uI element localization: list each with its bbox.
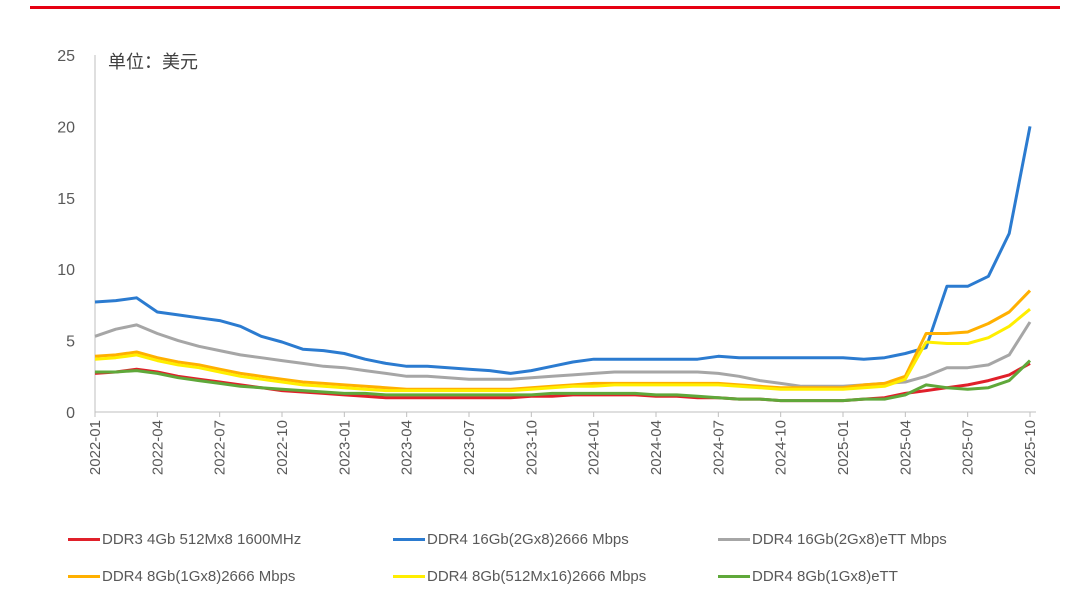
y-tick-label: 5	[66, 334, 75, 351]
x-tick-label: 2024-01	[586, 420, 603, 475]
legend-item: DDR4 16Gb(2Gx8)2666 Mbps	[393, 531, 629, 548]
x-tick-label: 2023-04	[399, 420, 416, 475]
header-accent-bar	[30, 6, 1060, 9]
y-tick-label: 0	[66, 405, 75, 422]
x-tick-label: 2023-07	[461, 420, 478, 475]
x-tick-label: 2025-04	[897, 420, 914, 475]
legend-label: DDR4 16Gb(2Gx8)2666 Mbps	[427, 531, 629, 548]
unit-label: 单位：美元	[108, 52, 198, 72]
legend-item: DDR4 8Gb(1Gx8)eTT	[718, 568, 898, 585]
legend-label: DDR4 16Gb(2Gx8)eTT Mbps	[752, 531, 947, 548]
legend-item: DDR3 4Gb 512Mx8 1600MHz	[68, 531, 301, 548]
legend-swatch	[718, 538, 750, 541]
legend-item: DDR4 16Gb(2Gx8)eTT Mbps	[718, 531, 947, 548]
y-tick-label: 10	[57, 262, 75, 279]
y-tick-label: 25	[57, 48, 75, 65]
y-tick-label: 20	[57, 119, 75, 136]
legend-swatch	[718, 575, 750, 578]
legend-swatch	[393, 538, 425, 541]
x-tick-label: 2024-10	[773, 420, 790, 475]
series-line-5	[95, 359, 1032, 403]
x-tick-label: 2022-07	[212, 420, 229, 475]
x-tick-label: 2022-01	[87, 420, 104, 475]
legend-label: DDR4 8Gb(512Mx16)2666 Mbps	[427, 568, 647, 585]
legend-label: DDR4 8Gb(1Gx8)2666 Mbps	[102, 568, 296, 585]
x-tick-label: 2023-10	[523, 420, 540, 475]
x-tick-label: 2022-04	[149, 420, 166, 475]
y-tick-label: 15	[57, 191, 75, 208]
x-tick-label: 2022-10	[274, 420, 291, 475]
x-tick-label: 2025-01	[835, 420, 852, 475]
legend-item: DDR4 8Gb(1Gx8)2666 Mbps	[68, 568, 295, 585]
legend-label: DDR4 8Gb(1Gx8)eTT	[752, 568, 898, 585]
x-tick-label: 2025-07	[960, 420, 977, 475]
legend-swatch	[68, 538, 100, 541]
legend-item: DDR4 8Gb(512Mx16)2666 Mbps	[393, 568, 646, 585]
series-line-1	[94, 126, 1032, 375]
series-line-4	[94, 308, 1031, 393]
legend-label: DDR3 4Gb 512Mx8 1600MHz	[102, 531, 302, 548]
x-tick-label: 2024-07	[710, 420, 727, 475]
x-tick-label: 2024-04	[648, 420, 665, 475]
x-tick-label: 2025-10	[1022, 420, 1039, 475]
legend-swatch	[68, 575, 100, 578]
x-tick-label: 2023-01	[336, 420, 353, 475]
legend-swatch	[393, 575, 425, 578]
